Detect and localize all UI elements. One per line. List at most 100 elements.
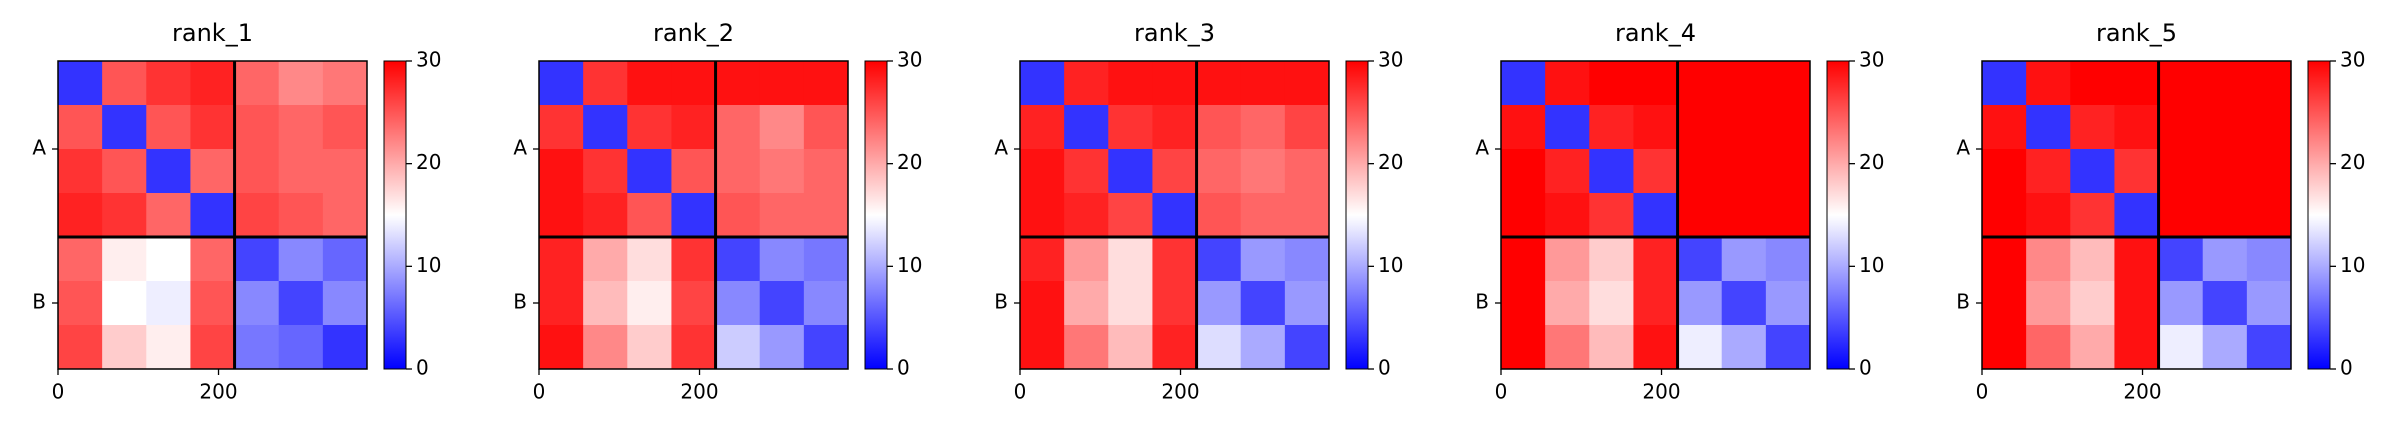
heat-cell bbox=[1284, 61, 1330, 106]
heat-cell bbox=[539, 61, 584, 106]
heat-cell bbox=[322, 149, 368, 194]
heat-cell bbox=[1589, 281, 1634, 326]
heat-cell bbox=[1677, 149, 1723, 194]
heat-cell bbox=[803, 105, 849, 150]
heat-cell bbox=[2070, 61, 2115, 106]
heat-cell bbox=[539, 325, 584, 370]
heat-cell bbox=[759, 325, 805, 370]
heat-cell bbox=[1284, 281, 1330, 326]
heat-cell bbox=[1982, 149, 2027, 194]
heat-cell bbox=[2246, 325, 2292, 370]
colorbar-tick-label: 10 bbox=[897, 253, 922, 277]
heat-cell bbox=[1240, 61, 1286, 106]
heat-cell bbox=[759, 193, 805, 238]
heat-cell bbox=[539, 237, 584, 282]
colorbar bbox=[383, 60, 407, 370]
heat-cell bbox=[1108, 105, 1153, 150]
heat-cell bbox=[1982, 237, 2027, 282]
heat-cell bbox=[1589, 61, 1634, 106]
heat-cell bbox=[1064, 61, 1109, 106]
heat-cell bbox=[1982, 281, 2027, 326]
heat-cell bbox=[627, 325, 672, 370]
colorbar-tick-label: 0 bbox=[897, 356, 910, 380]
heat-cell bbox=[102, 193, 147, 238]
heat-cell bbox=[2246, 193, 2292, 238]
heat-cell bbox=[671, 325, 717, 370]
heat-cell bbox=[1152, 281, 1198, 326]
heat-cell bbox=[2246, 281, 2292, 326]
y-tick-label: A bbox=[513, 136, 527, 160]
heat-cell bbox=[1765, 105, 1811, 150]
heat-cell bbox=[803, 61, 849, 106]
heat-cell bbox=[539, 193, 584, 238]
colorbar-tick-label: 20 bbox=[897, 150, 922, 174]
heat-cell bbox=[715, 281, 761, 326]
heat-cell bbox=[190, 193, 236, 238]
heat-cell bbox=[2202, 325, 2248, 370]
colorbar-tick-label: 20 bbox=[416, 150, 441, 174]
heat-cell bbox=[1501, 105, 1546, 150]
heat-cell bbox=[1240, 281, 1286, 326]
heat-cell bbox=[2070, 105, 2115, 150]
heat-cell bbox=[2026, 105, 2071, 150]
heat-cell bbox=[1982, 61, 2027, 106]
heat-cell bbox=[1108, 193, 1153, 238]
heat-cell bbox=[1545, 61, 1590, 106]
heat-cell bbox=[1020, 325, 1065, 370]
heat-cell bbox=[102, 237, 147, 282]
heat-cell bbox=[2202, 61, 2248, 106]
colorbar-tick-label: 10 bbox=[416, 253, 441, 277]
y-tick-label: A bbox=[1956, 136, 1970, 160]
panel-title: rank_3 bbox=[1134, 19, 1215, 47]
heat-cell bbox=[1721, 281, 1767, 326]
heat-cell bbox=[2202, 193, 2248, 238]
heat-cell bbox=[1501, 281, 1546, 326]
heat-cell bbox=[1108, 61, 1153, 106]
heat-cell bbox=[1589, 325, 1634, 370]
heat-cell bbox=[1196, 193, 1242, 238]
y-tick-label: B bbox=[32, 290, 46, 314]
heat-cell bbox=[1765, 281, 1811, 326]
heat-cell bbox=[1589, 237, 1634, 282]
heat-cell bbox=[1677, 237, 1723, 282]
x-tick-label: 200 bbox=[2123, 380, 2161, 404]
axes-frame bbox=[1981, 60, 2292, 370]
heat-cell bbox=[234, 105, 280, 150]
y-tick-label: A bbox=[1475, 136, 1489, 160]
colorbar-tick-label: 10 bbox=[2340, 253, 2365, 277]
heat-cell bbox=[1501, 149, 1546, 194]
heat-cell bbox=[234, 149, 280, 194]
x-tick-label: 0 bbox=[1495, 380, 1508, 404]
heat-cell bbox=[2026, 193, 2071, 238]
axes-frame bbox=[1019, 60, 1330, 370]
colorbar-tick-label: 20 bbox=[1378, 150, 1403, 174]
colorbar-tick-label: 30 bbox=[416, 48, 441, 72]
colorbar bbox=[2307, 60, 2331, 370]
heat-cell bbox=[278, 149, 324, 194]
heat-cell bbox=[1064, 149, 1109, 194]
heat-cell bbox=[1677, 105, 1723, 150]
x-tick-label: 0 bbox=[1014, 380, 1027, 404]
colorbar-tick-label: 0 bbox=[2340, 356, 2353, 380]
heat-cell bbox=[1982, 193, 2027, 238]
heat-cell bbox=[627, 193, 672, 238]
heat-cell bbox=[671, 105, 717, 150]
heat-cell bbox=[583, 105, 628, 150]
heat-cell bbox=[671, 149, 717, 194]
heat-cell bbox=[627, 237, 672, 282]
heat-cell bbox=[803, 325, 849, 370]
panel-title: rank_2 bbox=[653, 19, 734, 47]
heat-cell bbox=[715, 325, 761, 370]
heat-cell bbox=[715, 105, 761, 150]
heat-cell bbox=[278, 281, 324, 326]
heat-cell bbox=[146, 237, 191, 282]
heat-cell bbox=[1064, 281, 1109, 326]
heat-cell bbox=[2114, 61, 2160, 106]
heat-cell bbox=[2026, 61, 2071, 106]
heat-cell bbox=[759, 105, 805, 150]
heat-cell bbox=[1545, 237, 1590, 282]
heat-cell bbox=[1982, 105, 2027, 150]
colorbar-tick-label: 0 bbox=[416, 356, 429, 380]
heat-cell bbox=[1108, 325, 1153, 370]
heat-cell bbox=[1196, 149, 1242, 194]
